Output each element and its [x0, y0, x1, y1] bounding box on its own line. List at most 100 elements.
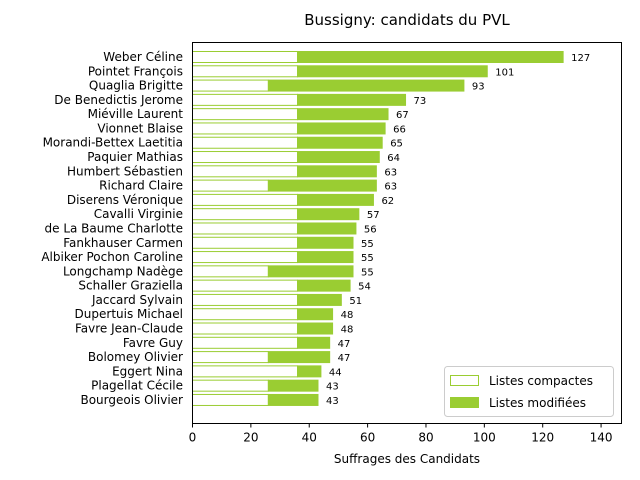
category-label: Eggert Nina — [112, 364, 183, 378]
value-label: 48 — [341, 325, 354, 336]
plot-frame — [192, 42, 622, 424]
category-label: Miéville Laurent — [88, 107, 184, 121]
bar-modified — [297, 322, 334, 335]
bar-compact — [192, 208, 299, 221]
bar-compact — [192, 65, 299, 78]
category-label: Bolomey Olivier — [88, 350, 183, 364]
x-tick-label: 80 — [418, 431, 433, 445]
x-axis-label: Suffrages des Candidats — [334, 452, 480, 466]
bar-compact — [192, 393, 269, 406]
bar-compact — [192, 165, 299, 178]
category-label: Vionnet Blaise — [97, 121, 183, 135]
category-label: Plagellat Cécile — [91, 379, 183, 393]
value-label: 55 — [361, 253, 374, 264]
category-label: Favre Guy — [123, 336, 183, 350]
category-label: De Benedictis Jerome — [54, 93, 183, 107]
category-label: Weber Céline — [103, 50, 183, 64]
legend-swatch-compact — [450, 375, 479, 386]
bar-modified — [297, 165, 377, 178]
x-tick-label: 20 — [243, 431, 258, 445]
value-label: 55 — [361, 267, 374, 278]
bar-compact — [192, 136, 299, 149]
value-label: 51 — [349, 296, 362, 307]
chart-title: Bussigny: candidats du PVL — [304, 11, 510, 29]
bar-compact — [192, 279, 299, 292]
x-axis: 0 20 40 60 80 100 120 140 — [189, 423, 613, 445]
bar-modified — [267, 393, 319, 406]
bar-modified — [267, 351, 331, 364]
value-label: 43 — [326, 382, 339, 393]
value-label: 54 — [358, 282, 371, 293]
bar-modified — [267, 79, 465, 92]
bar-compact — [192, 365, 299, 378]
value-label: 93 — [472, 82, 485, 93]
category-label: Favre Jean-Claude — [75, 322, 183, 336]
value-label: 127 — [571, 53, 590, 64]
category-label: Richard Claire — [99, 179, 183, 193]
category-label: Paquier Mathias — [87, 150, 183, 164]
x-tick-label: 40 — [302, 431, 317, 445]
value-label: 48 — [341, 310, 354, 321]
bar-compact — [192, 122, 299, 135]
x-tick-label: 0 — [189, 431, 197, 445]
value-label: 63 — [384, 182, 397, 193]
bar-compact — [192, 79, 269, 92]
bar-modified — [297, 222, 357, 235]
legend-box — [444, 366, 614, 417]
bar-compact — [192, 265, 269, 278]
bar-compact — [192, 108, 299, 121]
bar-modified — [297, 193, 374, 206]
bar-compact — [192, 236, 299, 249]
bar-compact — [192, 293, 299, 306]
bar-compact — [192, 251, 299, 264]
bar-compact — [192, 193, 299, 206]
bar-compact — [192, 222, 299, 235]
category-label: de La Baume Charlotte — [45, 221, 184, 235]
bar-modified — [297, 236, 354, 249]
bar-modified — [297, 336, 331, 349]
bar-modified — [267, 379, 319, 392]
bar-modified — [297, 136, 383, 149]
bar-compact — [192, 322, 299, 335]
bar-modified — [297, 293, 342, 306]
category-label: Albiker Pochon Caroline — [41, 250, 183, 264]
value-label: 56 — [364, 224, 377, 235]
value-label: 55 — [361, 239, 374, 250]
category-label: Schaller Graziella — [78, 279, 183, 293]
value-label: 47 — [338, 353, 351, 364]
value-label: 63 — [384, 167, 397, 178]
category-label: Morandi-Bettex Laetitia — [43, 136, 183, 150]
category-label: Diserens Véronique — [67, 193, 183, 207]
category-label: Fankhauser Carmen — [63, 236, 183, 250]
value-label: 73 — [414, 96, 427, 107]
bar-compact — [192, 351, 269, 364]
bars-group — [192, 51, 564, 406]
bar-modified — [297, 108, 389, 121]
bar-modified — [297, 151, 380, 164]
bar-modified — [297, 122, 386, 135]
category-label: Pointet François — [88, 64, 183, 78]
bar-compact — [192, 93, 299, 106]
value-label: 44 — [329, 367, 342, 378]
bar-modified — [297, 65, 488, 78]
category-label: Humbert Sébastien — [67, 164, 183, 178]
value-label: 64 — [387, 153, 400, 164]
bar-compact — [192, 379, 269, 392]
bar-compact — [192, 336, 299, 349]
bar-modified — [297, 279, 351, 292]
category-label: Bourgeois Olivier — [80, 393, 183, 407]
legend-label-modified: Listes modifiées — [489, 396, 586, 410]
bar-modified — [297, 308, 334, 321]
x-tick-label: 120 — [531, 431, 554, 445]
value-label: 47 — [338, 339, 351, 350]
bar-modified — [297, 51, 564, 63]
legend-swatch-modified — [450, 397, 479, 408]
value-label: 62 — [381, 196, 394, 207]
bar-compact — [192, 51, 299, 63]
x-tick-label: 100 — [473, 431, 496, 445]
bar-modified — [267, 179, 377, 192]
value-label: 43 — [326, 396, 339, 407]
